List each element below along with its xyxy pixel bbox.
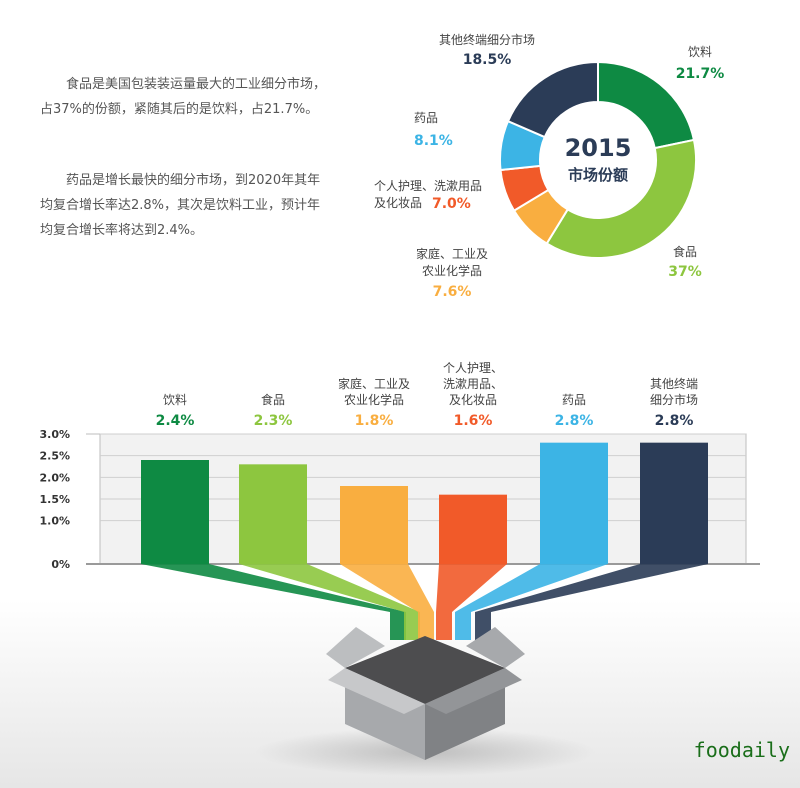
- bar-value-label: 2.3%: [254, 413, 293, 429]
- donut-label: 个人护理、洗漱用品: [374, 179, 482, 193]
- donut-label: 药品: [414, 111, 438, 125]
- donut-label: 农业化学品: [422, 263, 482, 278]
- donut-value-label: 7.0%: [432, 196, 471, 212]
- bar: [640, 442, 708, 564]
- donut-slice: [506, 60, 599, 139]
- bar: [540, 442, 608, 564]
- category-label: 个人护理、: [443, 361, 503, 375]
- donut-label: 家庭、工业及: [416, 246, 488, 261]
- donut-value-label: 37%: [668, 264, 702, 280]
- box-flap-left: [326, 627, 385, 668]
- box-illustration: [255, 627, 595, 776]
- bar-chart: 0% 1.0% 1.5% 2.0% 2.5% 3.0% 饮料 2.4% 食品 2.3% 家庭、工业及…: [39, 361, 760, 640]
- y-tick-label: 3.0%: [39, 428, 70, 441]
- y-tick-label: 0%: [51, 558, 70, 571]
- box-flap-front-left: [328, 668, 425, 714]
- bar-stream: [455, 564, 608, 640]
- y-tick-label: 1.0%: [39, 515, 70, 528]
- donut-center-subtitle: 市场份额: [568, 166, 628, 184]
- y-tick-label: 1.5%: [39, 493, 70, 506]
- bar: [239, 464, 307, 564]
- box-flap-right: [466, 627, 525, 668]
- donut-value-label: 18.5%: [463, 52, 512, 68]
- donut-value-label: 8.1%: [414, 133, 453, 149]
- bar: [340, 486, 408, 564]
- bar: [439, 494, 507, 564]
- donut-value-label: 7.6%: [433, 284, 472, 300]
- category-label: 家庭、工业及: [338, 376, 410, 391]
- category-label: 农业化学品: [344, 392, 404, 407]
- category-label: 药品: [562, 393, 586, 407]
- donut-slice: [545, 138, 697, 259]
- bar-value-label: 1.8%: [355, 413, 394, 429]
- category-label: 饮料: [163, 393, 187, 407]
- intro-paragraph-1: 食品是美国包装装运量最大的工业细分市场，占37%的份额，紧随其后的是饮料，占21…: [40, 77, 327, 117]
- category-label: 其他终端: [650, 376, 698, 391]
- y-tick-label: 2.0%: [39, 471, 70, 484]
- donut-label: 及化妆品: [374, 196, 422, 210]
- bar-value-label: 2.8%: [555, 413, 594, 429]
- category-label: 洗漱用品、: [443, 377, 503, 391]
- bar-value-label: 2.4%: [156, 413, 195, 429]
- box-inner: [345, 636, 505, 704]
- bar-value-label: 1.6%: [454, 413, 493, 429]
- category-label: 细分市场: [650, 392, 698, 407]
- donut-hole: [541, 103, 655, 217]
- bar-stream: [141, 564, 406, 640]
- category-label: 及化妆品: [449, 393, 497, 407]
- donut-value-label: 21.7%: [676, 66, 725, 82]
- donut-center-title: 2015: [565, 134, 632, 162]
- bar-stream: [340, 564, 434, 640]
- bar: [141, 460, 209, 564]
- bar-stream: [436, 564, 507, 640]
- bar-stream: [239, 564, 420, 640]
- donut-label: 饮料: [688, 45, 712, 59]
- donut-label: 食品: [673, 244, 697, 259]
- intro-paragraph-2: 药品是增长最快的细分市场，到2020年其年均复合增长率达2.8%，其次是饮料工业…: [40, 173, 321, 238]
- y-tick-label: 2.5%: [39, 450, 70, 463]
- axis-stub: [86, 433, 100, 565]
- donut-label: 其他终端细分市场: [439, 32, 535, 47]
- bar-value-label: 2.8%: [655, 413, 694, 429]
- watermark-text: foodaily: [693, 738, 790, 762]
- box-flap-front-right: [425, 668, 522, 714]
- category-label: 食品: [261, 392, 285, 407]
- bar-stream: [475, 564, 708, 640]
